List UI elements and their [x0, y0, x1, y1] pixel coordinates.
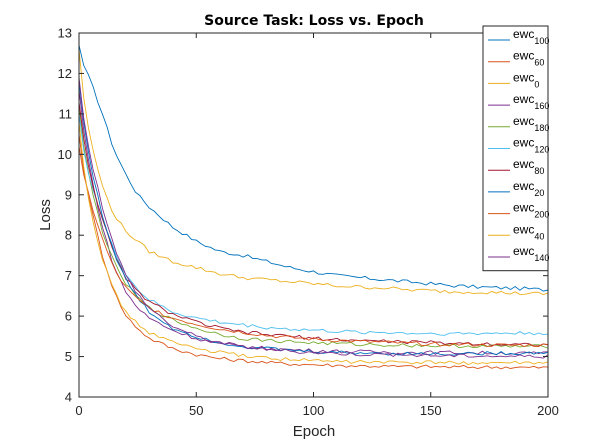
y-tick-label: 7	[65, 268, 72, 283]
x-tick-label: 0	[75, 403, 82, 418]
series-line-ewc-140	[78, 77, 549, 359]
y-tick-label: 12	[58, 66, 72, 81]
y-axis-label: Loss	[37, 199, 54, 231]
y-tick-label: 5	[65, 349, 72, 364]
y-tick-label: 4	[65, 390, 72, 405]
y-tick-label: 9	[65, 187, 72, 202]
series-line-ewc-200	[78, 146, 549, 348]
series-line-ewc-120	[78, 113, 549, 336]
x-axis-label: Epoch	[293, 423, 336, 440]
series-line-ewc-100	[78, 44, 549, 292]
y-tick-label: 11	[59, 106, 73, 121]
legend-entry-ewc-20: ewc20	[513, 179, 544, 198]
legend-entry-ewc-0: ewc0	[513, 70, 539, 89]
legend-entry-ewc-160: ewc160	[513, 92, 549, 111]
y-tick-label: 8	[65, 228, 72, 243]
chart-title: Source Task: Loss vs. Epoch	[204, 13, 424, 29]
x-tick-label: 200	[537, 403, 559, 418]
legend-entry-ewc-100: ewc100	[513, 27, 549, 46]
series-line-ewc-0	[78, 49, 549, 296]
x-tick-label: 150	[420, 403, 442, 418]
y-tick-label: 6	[65, 309, 72, 324]
legend-entry-ewc-180: ewc180	[513, 114, 549, 133]
x-tick-label: 100	[303, 403, 325, 418]
y-tick-label: 13	[58, 26, 72, 41]
legend-entry-ewc-140: ewc140	[513, 244, 549, 263]
legend-entry-ewc-60: ewc60	[513, 49, 544, 68]
x-tick-label: 50	[189, 403, 203, 418]
plot-area	[78, 44, 549, 370]
series-line-ewc-40	[78, 121, 549, 366]
legend: ewc100 ewc60 ewc0 ewc160 ewc180 ewc120 ewc80 ew…	[482, 25, 549, 272]
legend-entry-ewc-120: ewc120	[513, 136, 549, 155]
series-line-ewc-60	[78, 134, 549, 370]
series-line-ewc-80	[78, 101, 549, 347]
y-tick-label: 10	[58, 147, 72, 162]
legend-entry-ewc-80: ewc80	[513, 157, 544, 176]
legend-entry-ewc-40: ewc40	[513, 222, 544, 241]
legend-entry-ewc-200: ewc200	[513, 201, 549, 220]
